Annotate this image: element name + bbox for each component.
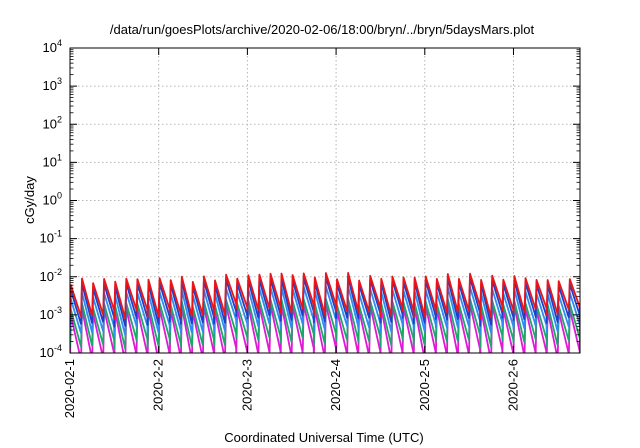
x-tick-label: 2020-2-6 (505, 359, 520, 411)
series-line (70, 271, 580, 321)
y-tick-label: 104 (43, 38, 62, 55)
x-tick-label: 2020-2-3 (239, 359, 254, 411)
x-axis-label: Coordinated Universal Time (UTC) (224, 430, 423, 445)
x-tick-label: 2020-2-4 (328, 359, 343, 411)
chart-title: /data/run/goesPlots/archive/2020-02-06/1… (110, 22, 535, 37)
y-tick-label: 103 (43, 76, 62, 93)
y-tick-label: 102 (43, 114, 62, 131)
y-axis-label: cGy/day (22, 176, 37, 224)
y-tick-label: 10-2 (40, 267, 62, 284)
y-tick-label: 10-3 (40, 305, 62, 322)
x-tick-label: 2020-02-1 (62, 359, 77, 418)
grid-lines (70, 48, 580, 353)
y-tick-label: 100 (43, 191, 62, 208)
y-tick-label: 10-4 (40, 343, 62, 360)
y-tick-label: 101 (43, 152, 62, 169)
x-tick-label: 2020-2-2 (151, 359, 166, 411)
x-tick-label: 2020-2-5 (417, 359, 432, 411)
y-tick-label: 10-1 (40, 229, 62, 246)
axis-ticks: 10-4 10-3 10-2 10-1 100 101 102 103 104 2020-02-1… (40, 38, 580, 418)
